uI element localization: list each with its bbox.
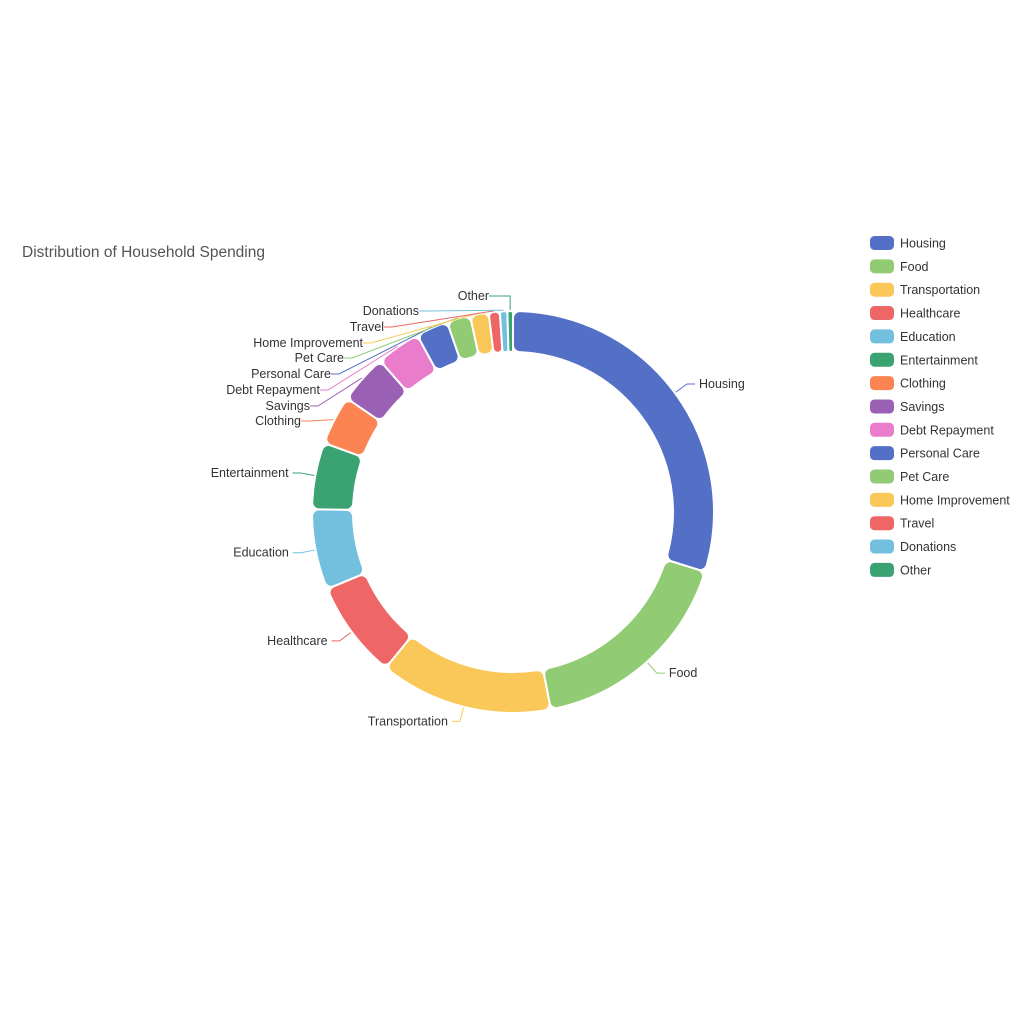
pie-slice-transportation[interactable] bbox=[387, 637, 551, 714]
legend-label-food[interactable]: Food bbox=[900, 260, 929, 274]
legend-label-entertainment[interactable]: Entertainment bbox=[900, 353, 978, 367]
slice-label-personal-care: Personal Care bbox=[251, 367, 331, 381]
legend-swatch-entertainment[interactable] bbox=[870, 352, 894, 367]
legend-swatch-clothing[interactable] bbox=[870, 376, 894, 391]
slice-label-line-debt-repayment bbox=[320, 345, 398, 391]
legend-label-other[interactable]: Other bbox=[900, 563, 931, 577]
pie-slice-food[interactable] bbox=[543, 560, 704, 710]
slice-label-line-savings bbox=[310, 377, 363, 407]
legend-label-pet-care[interactable]: Pet Care bbox=[900, 470, 949, 484]
legend-item-personal-care[interactable]: Personal Care bbox=[870, 446, 980, 461]
chart-title: Distribution of Household Spending bbox=[22, 244, 265, 261]
pie-slice-housing[interactable] bbox=[512, 310, 715, 571]
legend-swatch-transportation[interactable] bbox=[870, 282, 894, 297]
legend-item-housing[interactable]: Housing bbox=[870, 236, 946, 251]
legend-swatch-food[interactable] bbox=[870, 259, 894, 274]
pie-slice-education[interactable] bbox=[311, 508, 365, 588]
pie-slice-travel[interactable] bbox=[488, 310, 504, 354]
legend-label-healthcare[interactable]: Healthcare bbox=[900, 307, 960, 321]
pie-slice-other[interactable] bbox=[506, 310, 514, 354]
legend-swatch-education[interactable] bbox=[870, 329, 894, 344]
slice-label-line-home-improvement bbox=[363, 312, 480, 344]
slice-label-lines bbox=[292, 295, 695, 722]
slice-label-line-travel bbox=[384, 310, 495, 328]
slice-label-line-transportation bbox=[451, 707, 464, 722]
slice-label-housing: Housing bbox=[699, 377, 745, 391]
slice-label-pet-care: Pet Care bbox=[295, 351, 344, 365]
legend-item-entertainment[interactable]: Entertainment bbox=[870, 352, 978, 368]
slice-label-line-donations bbox=[419, 309, 504, 312]
legend-item-transportation[interactable]: Transportation bbox=[870, 282, 980, 298]
legend-swatch-personal-care[interactable] bbox=[870, 446, 894, 461]
legend-item-education[interactable]: Education bbox=[870, 329, 956, 344]
slice-label-line-education bbox=[292, 549, 315, 554]
legend-swatch-other[interactable] bbox=[870, 562, 894, 577]
legend-swatch-home-improvement[interactable] bbox=[870, 492, 894, 507]
slice-label-line-housing bbox=[675, 383, 695, 393]
slice-labels: Housing Food Transportation Healthcare Educa… bbox=[211, 289, 745, 728]
legend-item-healthcare[interactable]: Healthcare bbox=[870, 306, 960, 321]
legend-label-donations[interactable]: Donations bbox=[900, 540, 956, 554]
slice-label-entertainment: Entertainment bbox=[211, 466, 289, 480]
legend-item-food[interactable]: Food bbox=[870, 259, 929, 274]
legend-item-travel[interactable]: Travel bbox=[870, 516, 934, 531]
legend-item-donations[interactable]: Donations bbox=[870, 539, 956, 555]
slice-label-healthcare: Healthcare bbox=[267, 634, 327, 648]
slice-label-line-food bbox=[647, 662, 665, 674]
legend-swatch-housing[interactable] bbox=[870, 236, 894, 250]
slice-label-travel: Travel bbox=[350, 320, 384, 334]
legend-swatch-debt-repayment[interactable] bbox=[870, 422, 894, 437]
legend-label-transportation[interactable]: Transportation bbox=[900, 283, 980, 297]
legend-item-debt-repayment[interactable]: Debt Repayment bbox=[870, 422, 994, 438]
slice-label-clothing: Clothing bbox=[255, 414, 301, 428]
legend: Housing Food Transportation Healthcare Educa… bbox=[870, 236, 1010, 577]
slice-label-line-pet-care bbox=[344, 317, 459, 359]
legend-swatch-travel[interactable] bbox=[870, 516, 894, 531]
slice-label-other: Other bbox=[458, 289, 489, 303]
slice-label-education: Education bbox=[233, 546, 289, 560]
slice-label-line-other bbox=[489, 295, 511, 311]
legend-label-clothing[interactable]: Clothing bbox=[900, 377, 946, 391]
legend-swatch-healthcare[interactable] bbox=[870, 306, 894, 321]
slice-label-line-healthcare bbox=[331, 632, 352, 642]
slice-label-line-personal-care bbox=[331, 326, 432, 375]
legend-swatch-savings[interactable] bbox=[870, 399, 894, 414]
legend-label-home-improvement[interactable]: Home Improvement bbox=[900, 493, 1010, 507]
slice-label-debt-repayment: Debt Repayment bbox=[226, 383, 320, 397]
legend-label-personal-care[interactable]: Personal Care bbox=[900, 447, 980, 461]
legend-item-home-improvement[interactable]: Home Improvement bbox=[870, 492, 1010, 508]
slice-label-donations: Donations bbox=[363, 304, 419, 318]
legend-item-other[interactable]: Other bbox=[870, 562, 931, 578]
slice-label-food: Food bbox=[669, 666, 698, 680]
pie-slice-healthcare[interactable] bbox=[328, 574, 410, 666]
legend-item-clothing[interactable]: Clothing bbox=[870, 376, 946, 391]
legend-swatch-donations[interactable] bbox=[870, 539, 894, 554]
slice-label-savings: Savings bbox=[266, 399, 310, 413]
legend-label-travel[interactable]: Travel bbox=[900, 517, 934, 531]
slice-label-home-improvement: Home Improvement bbox=[253, 336, 363, 350]
legend-label-savings[interactable]: Savings bbox=[900, 400, 944, 414]
slice-label-line-entertainment bbox=[292, 472, 315, 476]
legend-label-debt-repayment[interactable]: Debt Repayment bbox=[900, 423, 994, 437]
slice-label-line-clothing bbox=[301, 419, 334, 422]
legend-item-savings[interactable]: Savings bbox=[870, 399, 944, 414]
slice-label-transportation: Transportation bbox=[368, 714, 448, 728]
legend-label-education[interactable]: Education bbox=[900, 330, 956, 344]
legend-label-housing[interactable]: Housing bbox=[900, 237, 946, 251]
legend-swatch-pet-care[interactable] bbox=[870, 469, 894, 484]
pie-slices bbox=[311, 310, 715, 714]
legend-item-pet-care[interactable]: Pet Care bbox=[870, 469, 949, 485]
